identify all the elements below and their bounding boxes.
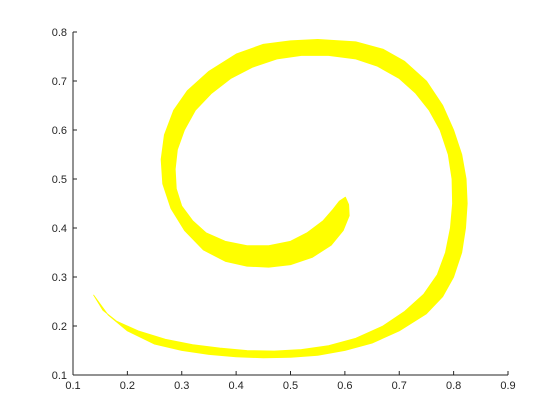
- x-tick-label: 0.6: [337, 380, 352, 392]
- x-tick-label: 0.9: [500, 380, 515, 392]
- y-ticks: 0.1 0.2 0.3 0.4 0.5 0.6 0.7 0.8: [52, 27, 77, 382]
- x-tick-label: 0.1: [65, 380, 80, 392]
- y-tick-label: 0.6: [52, 125, 67, 137]
- y-tick-label: 0.2: [52, 321, 67, 333]
- y-tick-label: 0.7: [52, 76, 67, 88]
- x-tick-label: 0.8: [446, 380, 461, 392]
- x-tick-label: 0.4: [228, 380, 243, 392]
- x-tick-label: 0.5: [283, 380, 298, 392]
- x-tick-label: 0.7: [392, 380, 407, 392]
- y-tick-label: 0.1: [52, 370, 67, 382]
- y-tick-label: 0.5: [52, 174, 67, 186]
- y-tick-label: 0.4: [52, 223, 67, 235]
- y-tick-label: 0.3: [52, 272, 67, 284]
- spiral-layer: [93, 38, 468, 359]
- y-tick-label: 0.8: [52, 27, 67, 39]
- x-tick-label: 0.3: [174, 380, 189, 392]
- x-ticks: 0.1 0.2 0.3 0.4 0.5 0.6 0.7 0.8 0.9: [65, 371, 516, 392]
- spiral-band: [93, 38, 468, 359]
- x-tick-label: 0.2: [120, 380, 135, 392]
